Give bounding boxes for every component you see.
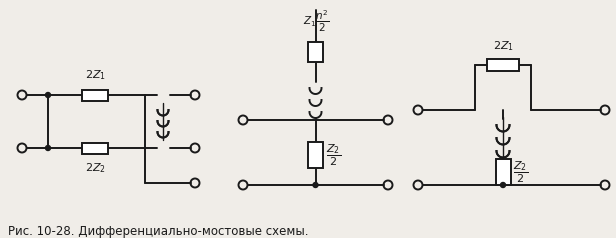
Circle shape	[46, 145, 51, 150]
Bar	[82, 89, 108, 100]
Text: Рис. 10-28. Дифференциально-мостовые схемы.: Рис. 10-28. Дифференциально-мостовые схе…	[8, 225, 309, 238]
Text: $Z_1\dfrac{n^2}{2}$: $Z_1\dfrac{n^2}{2}$	[303, 9, 330, 34]
Text: $2Z_1$: $2Z_1$	[84, 68, 105, 82]
Text: $2Z_2$: $2Z_2$	[84, 161, 105, 175]
Bar	[82, 143, 108, 154]
Bar	[308, 142, 323, 168]
Text: $\dfrac{Z_2}{2}$: $\dfrac{Z_2}{2}$	[325, 142, 341, 168]
Text: $2Z_1$: $2Z_1$	[493, 39, 514, 53]
Text: $\dfrac{Z_2}{2}$: $\dfrac{Z_2}{2}$	[513, 159, 528, 185]
Circle shape	[313, 183, 318, 188]
Circle shape	[46, 93, 51, 98]
Bar	[308, 42, 323, 62]
Circle shape	[500, 183, 506, 188]
Bar	[487, 59, 519, 71]
Bar	[495, 159, 511, 185]
